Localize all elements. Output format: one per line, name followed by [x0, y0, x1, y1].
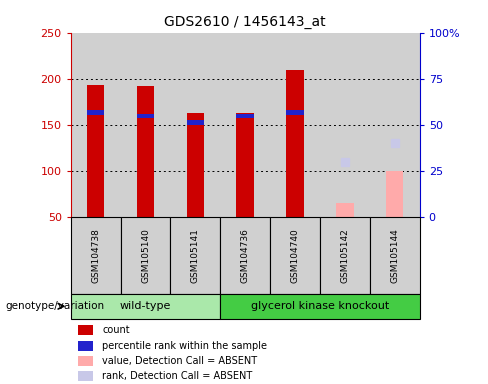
- Text: GSM105142: GSM105142: [341, 228, 349, 283]
- Text: GSM104738: GSM104738: [91, 228, 100, 283]
- Text: genotype/variation: genotype/variation: [5, 301, 104, 311]
- Bar: [370, 33, 420, 217]
- Bar: [237, 114, 254, 118]
- Bar: [71, 294, 220, 319]
- Bar: [320, 217, 370, 294]
- Bar: [386, 171, 404, 217]
- Bar: [137, 114, 154, 118]
- Bar: [78, 325, 93, 335]
- Text: glycerol kinase knockout: glycerol kinase knockout: [251, 301, 389, 311]
- Text: count: count: [102, 325, 130, 335]
- Bar: [270, 33, 320, 217]
- Text: rank, Detection Call = ABSENT: rank, Detection Call = ABSENT: [102, 371, 252, 381]
- Text: percentile rank within the sample: percentile rank within the sample: [102, 341, 267, 351]
- Bar: [121, 217, 170, 294]
- Text: GSM104736: GSM104736: [241, 228, 250, 283]
- Bar: [87, 110, 104, 115]
- Bar: [220, 294, 420, 319]
- Text: value, Detection Call = ABSENT: value, Detection Call = ABSENT: [102, 356, 257, 366]
- Text: wild-type: wild-type: [120, 301, 171, 311]
- Bar: [71, 33, 121, 217]
- Bar: [286, 70, 304, 217]
- Text: GSM105144: GSM105144: [390, 228, 399, 283]
- Bar: [78, 341, 93, 351]
- Bar: [320, 33, 370, 217]
- Bar: [237, 113, 254, 217]
- Text: GSM105140: GSM105140: [141, 228, 150, 283]
- Text: GSM105141: GSM105141: [191, 228, 200, 283]
- Bar: [170, 33, 220, 217]
- Bar: [270, 217, 320, 294]
- Bar: [137, 86, 154, 217]
- Bar: [170, 217, 220, 294]
- Bar: [286, 110, 304, 115]
- Bar: [71, 217, 121, 294]
- Bar: [220, 217, 270, 294]
- Title: GDS2610 / 1456143_at: GDS2610 / 1456143_at: [164, 15, 326, 29]
- Bar: [87, 85, 104, 217]
- Bar: [121, 33, 170, 217]
- Bar: [78, 371, 93, 381]
- Bar: [186, 113, 204, 217]
- Bar: [336, 203, 354, 217]
- Bar: [78, 356, 93, 366]
- Bar: [220, 33, 270, 217]
- Bar: [186, 120, 204, 125]
- Bar: [370, 217, 420, 294]
- Text: GSM104740: GSM104740: [290, 228, 300, 283]
